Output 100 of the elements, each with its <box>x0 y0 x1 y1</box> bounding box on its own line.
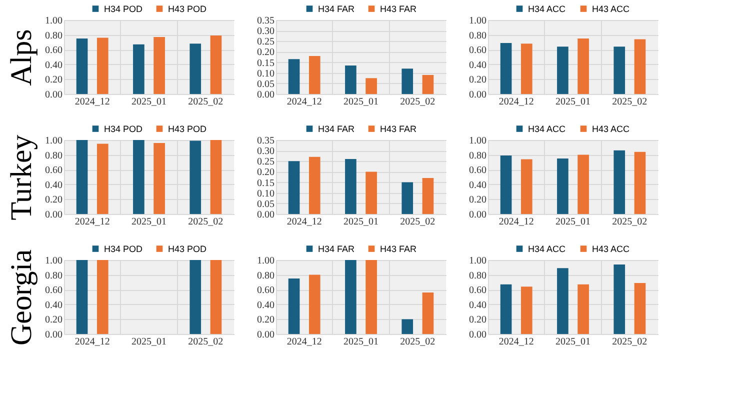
bar <box>402 182 414 214</box>
bar <box>422 178 434 214</box>
legend-label: H43 ACC <box>592 4 630 14</box>
x-tick-label: 2024_12 <box>286 96 322 108</box>
y-tick-label: 0.15 <box>257 58 274 69</box>
y-tick-label: 0.05 <box>257 78 274 90</box>
x-tick-label: 2025_01 <box>132 336 166 348</box>
bar <box>345 159 356 214</box>
y-tick-label: 0.80 <box>45 270 62 282</box>
y-tick-label: 0.30 <box>257 146 274 158</box>
bar <box>557 46 568 94</box>
bar <box>366 260 377 334</box>
legend-label: H43 ACC <box>592 124 630 134</box>
y-tick-label: 0.05 <box>257 198 274 210</box>
y-tick-label: 0.80 <box>469 270 486 282</box>
x-tick-label: 2025_02 <box>188 96 224 108</box>
y-tick-label: 0.30 <box>257 26 274 38</box>
y-tick-label: 0.80 <box>45 30 62 42</box>
legend-label: H34 POD <box>104 244 144 254</box>
y-tick-label: 0.20 <box>45 194 62 206</box>
y-axis-title: Turkey <box>5 134 38 220</box>
y-tick-label: 0.00 <box>469 90 486 100</box>
y-tick-label: 0.20 <box>257 167 274 178</box>
x-tick-label: 2024_12 <box>74 96 110 108</box>
x-tick-label: 2025_02 <box>188 336 224 348</box>
bar <box>500 42 512 94</box>
y-tick-label: 1.00 <box>257 256 274 266</box>
legend-label: H43 FAR <box>380 4 418 14</box>
y-tick-label: 0.10 <box>257 188 274 200</box>
bar <box>308 56 320 94</box>
bar <box>634 39 646 94</box>
y-tick-label: 0.00 <box>257 90 274 100</box>
y-tick-label: 0.35 <box>257 16 274 26</box>
y-tick-label: 0.00 <box>257 210 274 220</box>
y-tick-label: 0.80 <box>257 270 274 282</box>
bar <box>96 38 108 94</box>
bar <box>345 65 356 94</box>
x-tick-label: 2025_01 <box>556 216 590 228</box>
y-tick-label: 1.00 <box>469 16 486 26</box>
y-tick-label: 0.60 <box>469 45 486 56</box>
y-axis-title: Alps <box>5 29 38 86</box>
bar <box>308 156 320 214</box>
bar <box>133 44 144 94</box>
x-tick-label: 2025_01 <box>344 96 378 108</box>
y-tick-label: 1.00 <box>45 256 62 266</box>
legend-label: H34 FAR <box>318 244 356 254</box>
legend-label: H43 POD <box>168 244 208 254</box>
bar <box>345 260 356 334</box>
y-tick-label: 0.60 <box>257 285 274 296</box>
y-tick-label: 0.60 <box>45 285 62 296</box>
x-tick-label: 2024_12 <box>74 216 110 228</box>
y-tick-label: 0.00 <box>257 330 274 340</box>
x-tick-label: 2024_12 <box>498 216 534 228</box>
y-tick-label: 0.40 <box>469 300 486 311</box>
legend-label: H43 FAR <box>380 124 418 134</box>
y-tick-label: 0.25 <box>257 36 274 48</box>
x-tick-label: 2025_01 <box>132 216 166 228</box>
legend-label: H34 POD <box>104 124 144 134</box>
bar <box>557 268 568 334</box>
legend-label: H43 ACC <box>592 244 630 254</box>
x-tick-label: 2024_12 <box>74 336 110 348</box>
bar <box>366 172 377 214</box>
x-tick-label: 2025_01 <box>344 336 378 348</box>
bar <box>366 78 377 94</box>
y-tick-label: 1.00 <box>469 136 486 146</box>
bar <box>500 284 512 334</box>
y-tick-label: 0.60 <box>45 45 62 56</box>
x-tick-label: 2025_01 <box>556 336 590 348</box>
y-tick-label: 0.40 <box>469 180 486 191</box>
x-tick-label: 2025_02 <box>612 96 648 108</box>
y-tick-label: 0.00 <box>45 330 62 340</box>
legend-label: H34 ACC <box>528 124 566 134</box>
y-tick-label: 0.40 <box>469 60 486 71</box>
legend-label: H34 ACC <box>528 4 566 14</box>
y-tick-label: 0.20 <box>45 314 62 326</box>
y-tick-label: 1.00 <box>45 16 62 26</box>
y-tick-label: 0.00 <box>469 330 486 340</box>
legend-label: H34 FAR <box>318 124 356 134</box>
bar <box>422 74 434 94</box>
y-tick-label: 1.00 <box>45 136 62 146</box>
y-tick-label: 0.40 <box>45 300 62 311</box>
y-tick-label: 0.60 <box>469 165 486 176</box>
y-tick-label: 0.20 <box>257 314 274 326</box>
y-tick-label: 0.60 <box>45 165 62 176</box>
bar <box>308 274 320 334</box>
y-tick-label: 0.15 <box>257 178 274 189</box>
x-tick-label: 2025_01 <box>132 96 166 108</box>
x-tick-label: 2025_01 <box>344 216 378 228</box>
x-tick-label: 2025_01 <box>556 96 590 108</box>
y-tick-label: 0.80 <box>45 150 62 162</box>
legend-label: H43 FAR <box>380 244 418 254</box>
bar <box>614 264 626 334</box>
x-tick-label: 2024_12 <box>286 336 322 348</box>
y-tick-label: 1.00 <box>469 256 486 266</box>
bar <box>288 59 300 94</box>
x-tick-label: 2025_02 <box>188 216 224 228</box>
bar <box>210 36 222 94</box>
bar <box>76 38 88 94</box>
y-tick-label: 0.25 <box>257 156 274 168</box>
x-tick-label: 2024_12 <box>286 216 322 228</box>
